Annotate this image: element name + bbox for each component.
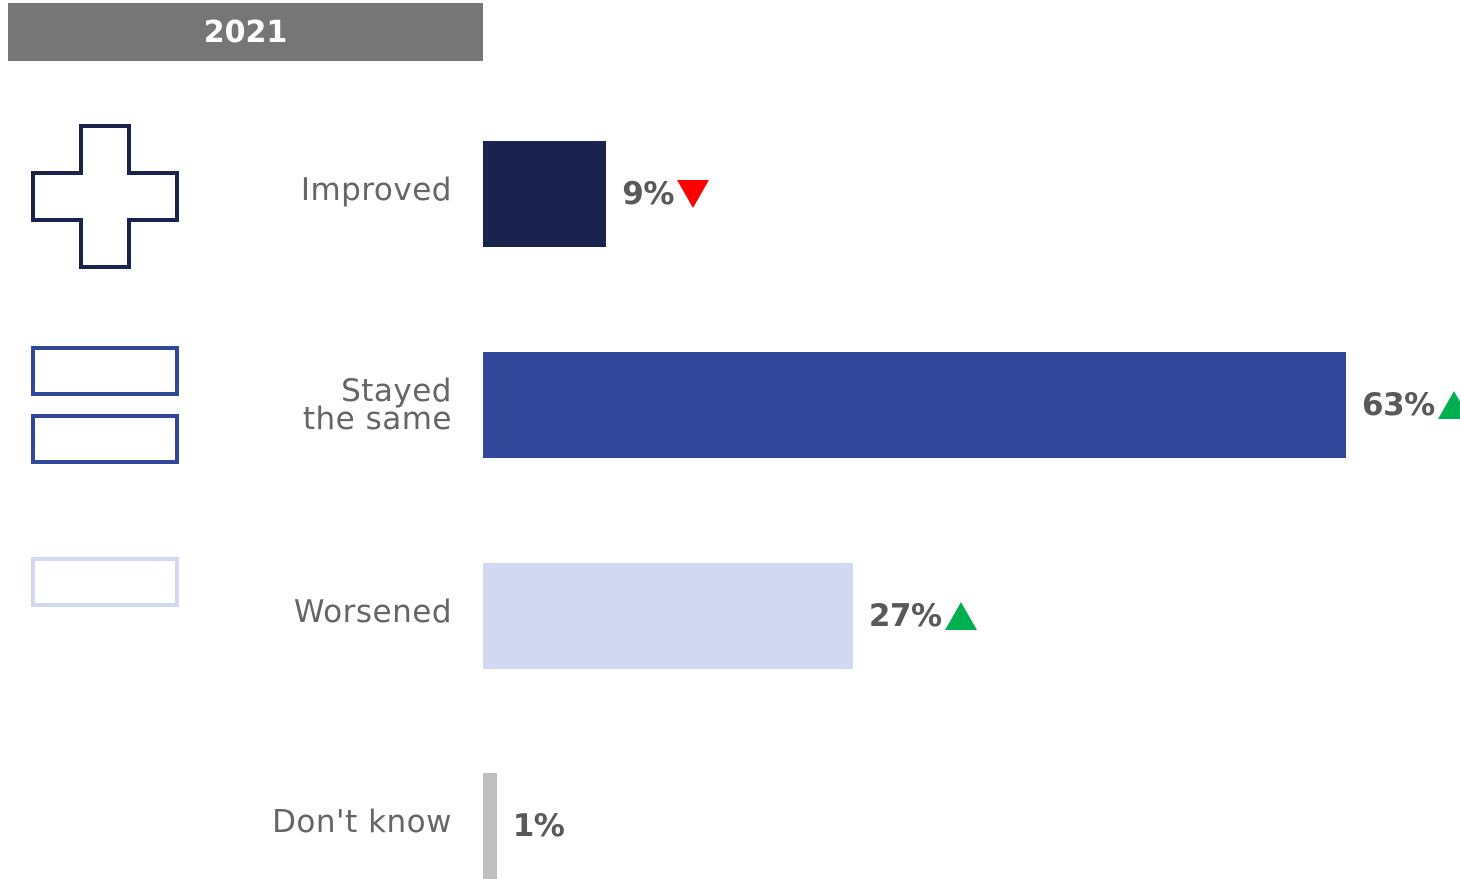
value-group-improved: 9% (622, 174, 710, 214)
trend-up-arrow-icon (944, 602, 977, 630)
category-label-line: Don't know (272, 804, 452, 840)
data-label-improved: 9% (622, 176, 674, 212)
category-label-improved: Improved (202, 172, 452, 208)
bar-don-t-know (483, 773, 497, 879)
category-label-worsened: Worsened (202, 594, 452, 630)
bar-improved (483, 141, 607, 247)
value-group-don-t-know: 1% (513, 806, 565, 846)
data-label-don-t-know: 1% (512, 808, 565, 844)
category-label-line: Improved (300, 172, 452, 208)
data-label-worsened: 27% (868, 598, 942, 634)
category-label-line: Worsened (293, 594, 452, 630)
plus-icon (31, 124, 179, 269)
equals-icon (31, 346, 179, 464)
bar-stayed-the-same (483, 352, 1346, 458)
category-label-don-t-know: Don't know (202, 804, 452, 840)
category-label-line: the same (302, 401, 452, 437)
value-group-stayed-the-same: 63% (1362, 385, 1460, 425)
bar-worsened (483, 563, 853, 669)
category-label-line: Stayed (341, 373, 452, 409)
category-label-stayed-the-same: Stayed the same (202, 373, 452, 437)
minus-icon (31, 557, 179, 607)
data-label-stayed-the-same: 63% (1362, 387, 1435, 423)
value-group-worsened: 27% (869, 596, 978, 636)
trend-down-arrow-icon (676, 180, 709, 208)
chart-title: 2021 (8, 3, 483, 61)
trend-up-arrow-icon (1437, 391, 1460, 419)
